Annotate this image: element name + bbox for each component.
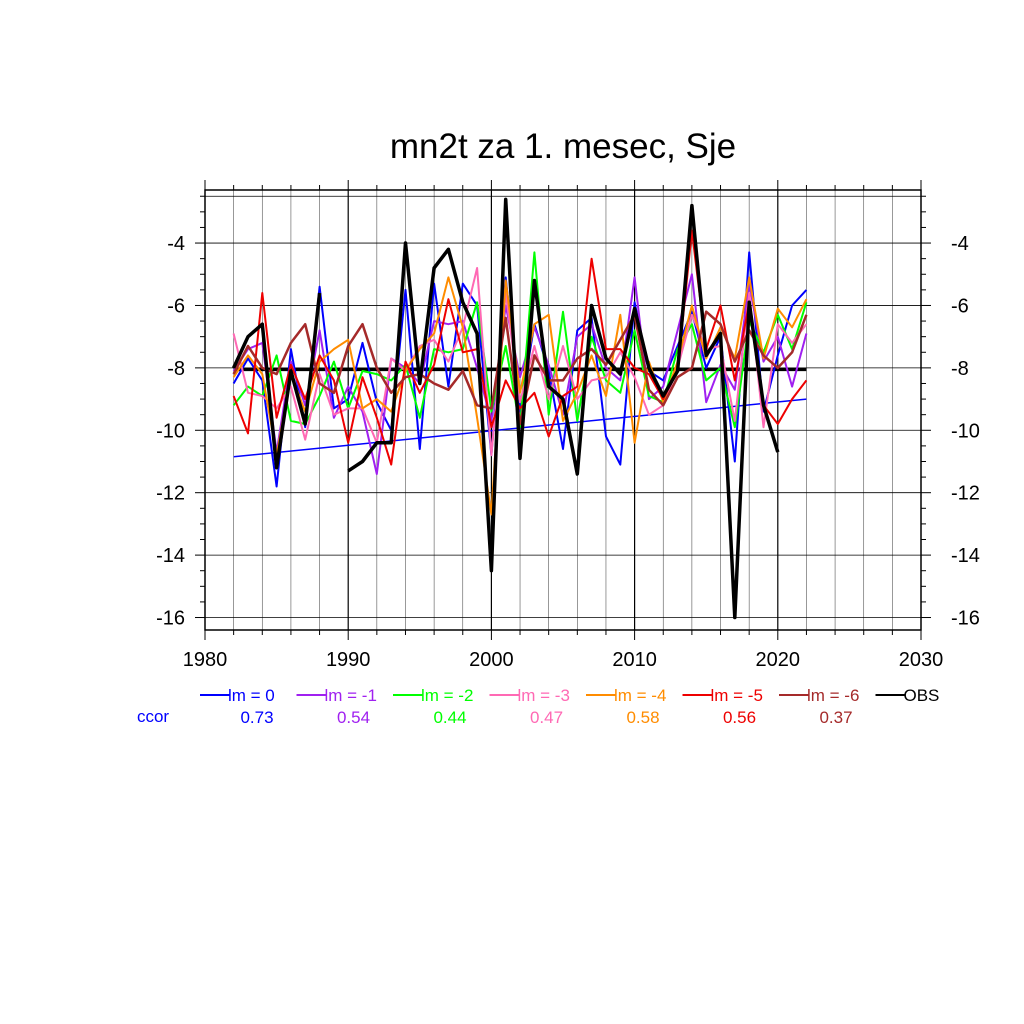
ccor-value-5: 0.56 [723, 708, 756, 727]
y-tick-label-right: -6 [951, 295, 969, 317]
ccor-value-1: 0.54 [337, 708, 370, 727]
legend-label-1: lm = -1 [325, 686, 377, 705]
plot-frame [204, 189, 922, 631]
x-tick-label: 1980 [183, 649, 228, 671]
ccor-value-6: 0.37 [819, 708, 852, 727]
y-tick-label-left: -10 [156, 420, 185, 442]
y-tick-label-left: -12 [156, 483, 185, 505]
legend-label-3: lm = -3 [518, 686, 570, 705]
ccor-value-4: 0.58 [626, 708, 659, 727]
y-tick-label-left: -4 [167, 233, 185, 255]
x-tick-label: 2000 [469, 649, 514, 671]
legend-label-4: lm = -4 [614, 686, 666, 705]
y-tick-label-right: -4 [951, 233, 969, 255]
x-tick-label: 2030 [899, 649, 944, 671]
x-tick-label: 2020 [756, 649, 801, 671]
ccor-value-0: 0.73 [240, 708, 273, 727]
ccor-value-2: 0.44 [433, 708, 466, 727]
legend: ccor lm = 0 0.73 lm = -1 0.54 lm = -2 0.44 lm =… [137, 686, 939, 727]
series-line-lm6 [232, 310, 808, 426]
x-tick-label: 2010 [612, 649, 657, 671]
y-tick-label-right: -14 [951, 545, 980, 567]
ccor-value-3: 0.47 [530, 708, 563, 727]
series-line-lm0 [232, 251, 808, 488]
legend-label-6: lm = -6 [807, 686, 859, 705]
series-line-lm5 [232, 229, 808, 466]
y-tick-label-left: -16 [156, 608, 185, 630]
legend-label-0: lm = 0 [228, 686, 275, 705]
y-tick-label-left: -14 [156, 545, 185, 567]
chart-title: mn2t za 1. mesec, Sje [390, 127, 736, 166]
legend-label-7: OBS [904, 686, 940, 705]
legend-label-5: lm = -5 [711, 686, 763, 705]
y-tick-label-right: -16 [951, 608, 980, 630]
y-tick-label-right: -10 [951, 420, 980, 442]
y-tick-label-left: -8 [167, 358, 185, 380]
y-tick-label-right: -8 [951, 358, 969, 380]
ccor-label: ccor [137, 707, 169, 726]
legend-label-2: lm = -2 [421, 686, 473, 705]
y-tick-label-left: -6 [167, 295, 185, 317]
y-tick-label-right: -12 [951, 483, 980, 505]
x-tick-label: 1990 [326, 649, 371, 671]
series-line-obs [232, 197, 780, 620]
series-lines [232, 197, 808, 620]
axis-ticks: -4 -4 -6 -6 -8 -8 -10 -10 -12 -12 -14 -14 -16 -16 1980… [156, 180, 980, 671]
